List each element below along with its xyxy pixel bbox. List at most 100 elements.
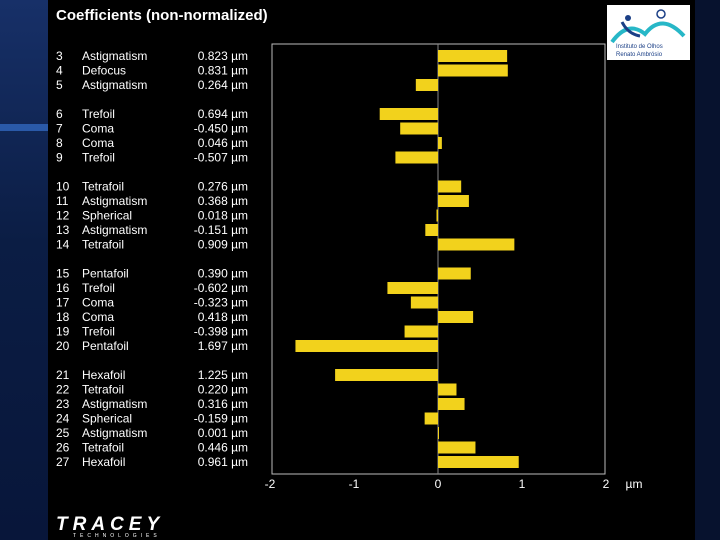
coefficient-value: 0.446 µm <box>198 441 248 455</box>
coefficient-name: Astigmatism <box>82 426 147 440</box>
coefficient-bar <box>438 456 519 468</box>
coefficient-name: Tetrafoil <box>82 441 124 455</box>
coefficient-bar <box>404 325 438 338</box>
coefficient-bars <box>295 50 519 468</box>
coefficient-bar <box>424 412 438 425</box>
coefficient-name: Hexafoil <box>82 455 125 469</box>
coefficient-bar <box>438 398 465 410</box>
tracey-sub: TECHNOLOGIES <box>73 533 161 539</box>
coefficient-bar <box>438 383 457 396</box>
x-tick-label: 2 <box>603 477 610 491</box>
coefficient-bar <box>438 195 469 207</box>
coefficient-value: 0.276 µm <box>198 180 248 194</box>
coefficient-bar <box>438 180 462 193</box>
coefficient-name: Coma <box>82 136 114 150</box>
coefficient-name: Astigmatism <box>82 78 147 92</box>
coefficient-number: 22 <box>56 383 70 397</box>
coefficient-value: -0.398 µm <box>194 325 248 339</box>
clinic-logo: Instituto de Olhos Renato Ambrósio <box>607 5 690 60</box>
coefficient-number: 4 <box>56 64 63 78</box>
coefficient-name: Spherical <box>82 412 132 426</box>
coefficient-bar <box>379 108 438 120</box>
coefficient-number: 24 <box>56 412 70 426</box>
coefficient-bar <box>438 267 471 280</box>
coefficient-number: 25 <box>56 426 70 440</box>
coefficient-name: Trefoil <box>82 281 115 295</box>
coefficient-name: Astigmatism <box>82 397 147 411</box>
coefficient-value: -0.159 µm <box>194 412 248 426</box>
coefficient-name: Astigmatism <box>82 223 147 237</box>
coefficient-value: -0.602 µm <box>194 281 248 295</box>
coefficient-bar <box>335 369 438 381</box>
coefficient-number: 21 <box>56 368 70 382</box>
coefficient-value: 1.225 µm <box>198 368 248 382</box>
coefficient-number: 6 <box>56 107 63 121</box>
coefficient-bar <box>295 340 438 352</box>
coefficient-number: 9 <box>56 151 63 165</box>
coefficient-number: 10 <box>56 180 70 194</box>
coefficient-labels: 3 Astigmatism 0.823 µm 4 Defocus 0.831 µm 5 Ast… <box>56 49 248 469</box>
x-axis-unit: µm <box>626 477 643 491</box>
coefficient-name: Hexafoil <box>82 368 125 382</box>
coefficient-value: 0.694 µm <box>198 107 248 121</box>
coefficient-value: 0.823 µm <box>198 49 248 63</box>
coefficient-name: Pentafoil <box>82 339 129 353</box>
coefficient-name: Tetrafoil <box>82 238 124 252</box>
coefficient-number: 8 <box>56 136 63 150</box>
coefficient-bar <box>400 122 438 135</box>
coefficient-value: 0.831 µm <box>198 64 248 78</box>
coefficient-bar <box>438 137 442 149</box>
coefficient-value: 0.961 µm <box>198 455 248 469</box>
coefficient-name: Coma <box>82 122 114 136</box>
coefficient-value: 0.046 µm <box>198 136 248 150</box>
coefficient-bar <box>415 79 438 91</box>
coefficient-number: 7 <box>56 122 63 136</box>
coefficient-number: 13 <box>56 223 70 237</box>
coefficient-number: 15 <box>56 267 70 281</box>
coefficient-name: Coma <box>82 310 114 324</box>
coefficient-value: 0.418 µm <box>198 310 248 324</box>
coefficient-bar <box>438 311 474 323</box>
coefficient-value: 1.697 µm <box>198 339 248 353</box>
coefficient-number: 5 <box>56 78 63 92</box>
coefficient-number: 11 <box>56 194 69 208</box>
coefficient-number: 17 <box>56 296 70 310</box>
coefficient-number: 16 <box>56 281 70 295</box>
coefficient-bar <box>438 50 508 62</box>
coefficient-value: 0.018 µm <box>198 209 248 223</box>
x-tick-label: 0 <box>435 477 442 491</box>
coefficient-value: 0.316 µm <box>198 397 248 411</box>
coefficient-bar <box>395 151 438 164</box>
logo-line-1: Instituto de Olhos <box>616 44 663 50</box>
coefficient-bar <box>438 427 439 439</box>
background-right-band <box>690 0 720 540</box>
coefficient-name: Astigmatism <box>82 194 147 208</box>
coefficient-name: Trefoil <box>82 151 115 165</box>
coefficient-name: Astigmatism <box>82 49 147 63</box>
coefficient-name: Defocus <box>82 64 126 78</box>
x-axis-ticks: -2 -1 0 1 2 µm <box>265 477 643 491</box>
coefficient-value: 0.264 µm <box>198 78 248 92</box>
x-tick-label: -1 <box>349 477 360 491</box>
background-accent-stripe <box>0 124 60 131</box>
coefficient-number: 12 <box>56 209 70 223</box>
coefficient-value: 0.909 µm <box>198 238 248 252</box>
chart-title: Coefficients (non-normalized) <box>56 7 268 24</box>
tracey-brand: TRACEY <box>56 514 164 535</box>
x-tick-label: 1 <box>519 477 526 491</box>
coefficient-name: Trefoil <box>82 325 115 339</box>
coefficient-value: 0.220 µm <box>198 383 248 397</box>
logo-line-2: Renato Ambrósio <box>616 52 663 58</box>
coefficient-value: 0.390 µm <box>198 267 248 281</box>
tracey-logo: TRACEY TECHNOLOGIES <box>56 514 164 539</box>
coefficient-number: 14 <box>56 238 70 252</box>
coefficient-bar <box>425 224 438 236</box>
coefficient-bar <box>387 282 438 294</box>
coefficient-name: Trefoil <box>82 107 115 121</box>
coefficient-number: 26 <box>56 441 70 455</box>
coefficient-value: -0.450 µm <box>194 122 248 136</box>
coefficient-value: 0.368 µm <box>198 194 248 208</box>
coefficient-bar <box>436 209 438 222</box>
coefficient-value: 0.001 µm <box>198 426 248 440</box>
